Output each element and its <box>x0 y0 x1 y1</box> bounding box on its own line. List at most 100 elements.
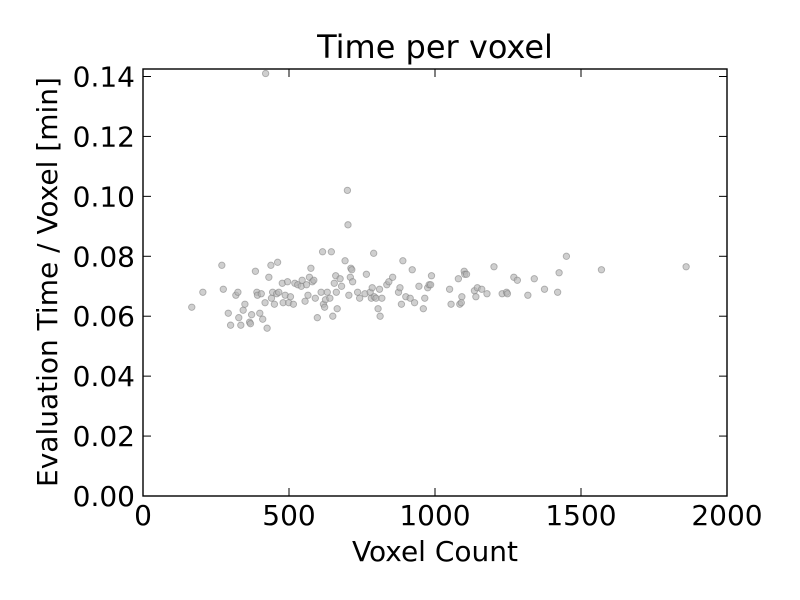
scatter-point <box>301 297 309 305</box>
points-layer <box>188 69 690 332</box>
scatter-point <box>329 312 337 320</box>
y-tick-label: 0.14 <box>73 60 135 93</box>
scatter-point <box>349 278 357 286</box>
scatter-point <box>219 285 227 293</box>
scatter-point <box>318 248 327 256</box>
scatter-point <box>343 186 352 195</box>
scatter-point <box>513 276 521 284</box>
scatter-point <box>263 324 271 332</box>
scatter-point <box>320 303 329 311</box>
scatter-point <box>336 275 344 283</box>
scatter-point <box>406 294 414 302</box>
scatter-point <box>237 321 245 329</box>
scatter-point <box>267 294 276 302</box>
scatter-point <box>457 299 465 307</box>
scatter-point <box>286 293 295 301</box>
scatter-point <box>374 305 382 313</box>
scatter-point <box>224 309 232 317</box>
y-tick-label: 0.00 <box>73 480 135 513</box>
scatter-point <box>307 264 315 272</box>
scatter-point <box>330 279 338 287</box>
scatter-point <box>458 293 466 301</box>
scatter-point <box>188 303 196 311</box>
scatter-point <box>317 288 325 296</box>
scatter-point <box>397 300 406 308</box>
y-axis-label: Evaluation Time / Voxel [min] <box>31 77 64 487</box>
scatter-point <box>445 285 454 293</box>
scatter-point <box>378 294 386 302</box>
scatter-point <box>247 311 256 319</box>
scatter-point <box>399 257 407 265</box>
scatter-point <box>524 291 532 299</box>
x-axis-label: Voxel Count <box>352 535 518 568</box>
scatter-point <box>503 290 512 298</box>
scatter-point <box>246 320 255 328</box>
scatter-point <box>426 281 435 289</box>
scatter-point <box>348 266 356 274</box>
scatter-point <box>553 288 562 296</box>
scatter-point <box>421 294 429 302</box>
y-tick-label: 0.04 <box>73 360 135 393</box>
scatter-point <box>427 272 436 280</box>
y-tick-label: 0.02 <box>73 420 135 453</box>
scatter-point <box>353 288 362 296</box>
ticks-layer: 0 500 1000 1500 2000 0.00 0.02 0.04 0.06 0.08 0.10… <box>73 60 763 532</box>
scatter-point <box>408 266 416 274</box>
scatter-point <box>259 315 267 323</box>
scatter-point <box>447 300 455 308</box>
scatter-point <box>235 314 243 322</box>
scatter-point <box>327 248 335 256</box>
scatter-point <box>302 281 311 289</box>
scatter-point <box>323 288 331 296</box>
scatter-point <box>311 294 319 302</box>
scatter-point <box>419 305 427 313</box>
scatter-point <box>410 299 419 307</box>
scatter-point <box>275 288 283 296</box>
scatter-point <box>226 321 235 329</box>
y-tick-label: 0.08 <box>73 240 135 273</box>
scatter-point <box>199 288 207 296</box>
scatter-point <box>375 285 384 293</box>
scatter-point <box>478 285 486 293</box>
scatter-point <box>337 282 346 290</box>
scatter-point <box>682 263 690 271</box>
scatter-point <box>289 300 298 308</box>
x-tick-label: 1000 <box>399 499 470 532</box>
scatter-point <box>415 282 423 290</box>
scatter-point <box>251 267 260 275</box>
scatter-point <box>376 312 384 320</box>
scatter-point <box>283 278 292 286</box>
scatter-point <box>298 276 306 284</box>
scatter-point <box>257 290 265 298</box>
scatter-point <box>304 291 312 299</box>
scatter-point <box>356 294 364 302</box>
scatter-point <box>454 275 463 283</box>
scatter-point <box>326 294 334 302</box>
scatter-point <box>273 258 282 266</box>
scatter-point <box>341 257 349 265</box>
scatter-point <box>267 261 275 269</box>
scatter-point <box>345 291 353 299</box>
scatter-point <box>396 284 404 292</box>
scatter-point <box>370 249 378 257</box>
scatter-point <box>239 306 247 314</box>
plot-frame <box>142 68 728 497</box>
scatter-point <box>218 261 226 269</box>
scatter-point <box>256 309 264 317</box>
scatter-point <box>313 314 321 322</box>
x-tick-label: 1500 <box>545 499 616 532</box>
y-tick-label: 0.06 <box>73 300 135 333</box>
scatter-point <box>241 300 249 308</box>
scatter-point <box>597 266 606 274</box>
scatter-point <box>530 275 538 283</box>
scatter-point <box>555 269 563 277</box>
scatter-point <box>540 285 549 293</box>
scatter-point <box>270 300 279 308</box>
scatter-point <box>368 284 376 292</box>
chart-title: Time per voxel <box>316 28 553 66</box>
scatter-point <box>310 276 318 284</box>
scatter-point <box>462 270 471 278</box>
x-tick-label: 0 <box>134 499 152 532</box>
